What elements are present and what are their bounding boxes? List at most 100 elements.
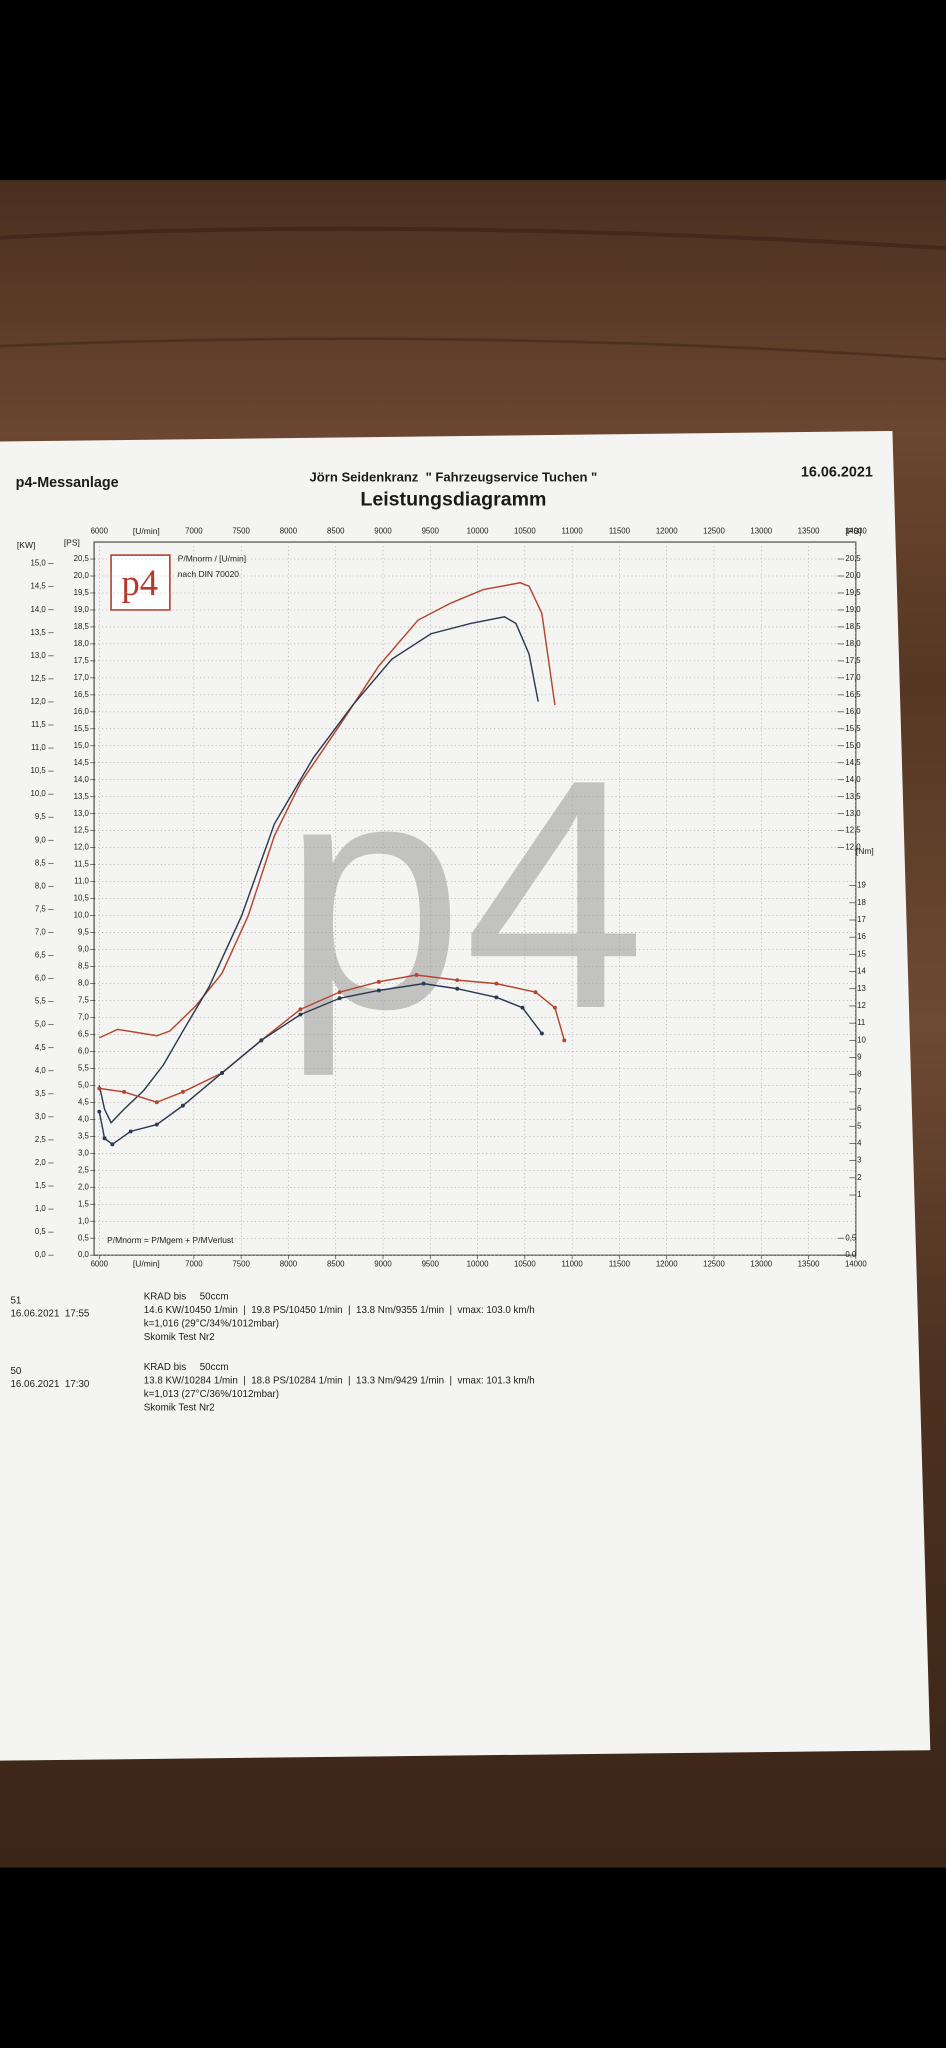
x-tick-label: 14000 xyxy=(845,1259,867,1268)
x-tick-label: 9000 xyxy=(374,527,392,536)
y-tick-label: 12 xyxy=(857,1001,866,1010)
y-tick-label: 2,0 xyxy=(35,1158,47,1167)
y-tick-label: 13,5 xyxy=(74,792,90,801)
wood-grain xyxy=(0,337,946,361)
y-tick-label: 10,5 xyxy=(30,766,46,775)
curve-marker xyxy=(337,996,342,1001)
y-tick-label: 7,0 xyxy=(78,1013,90,1022)
y-tick-label: 13 xyxy=(857,984,866,993)
curve-marker xyxy=(122,1089,127,1094)
curve-marker xyxy=(180,1103,185,1108)
y-tick-label: 17,0 xyxy=(845,673,861,682)
y-tick-label: 1,5 xyxy=(78,1199,90,1208)
y-tick-label: 14,5 xyxy=(30,582,46,591)
curve-marker xyxy=(102,1136,107,1141)
y-tick-label: 18 xyxy=(857,898,866,907)
y-tick-label: 16,5 xyxy=(74,690,90,699)
y-tick-label: 13,0 xyxy=(74,809,90,818)
x-tick-label: 9000 xyxy=(374,1259,392,1268)
curve-marker xyxy=(298,1012,303,1017)
x-tick-label: 13500 xyxy=(798,527,820,536)
y-tick-label: 12,5 xyxy=(845,826,861,835)
curve-marker xyxy=(97,1086,102,1091)
curve xyxy=(98,982,543,1146)
y-tick-label: 17 xyxy=(857,915,866,924)
y-tick-label: 10,5 xyxy=(74,894,90,903)
y-tick-label: 9,5 xyxy=(35,812,47,821)
y-tick-label: 11,0 xyxy=(74,877,89,886)
curve xyxy=(99,582,556,1039)
y-tick-label: 6,5 xyxy=(35,951,47,960)
y-tick-label: 0,0 xyxy=(845,1250,857,1259)
y-tick-label: 15,5 xyxy=(845,724,861,733)
y-tick-label: 17,5 xyxy=(74,656,90,665)
y-tick-label: 19 xyxy=(857,881,866,890)
y-tick-label: 19,0 xyxy=(74,605,90,614)
y-tick-label: 7,5 xyxy=(35,904,47,913)
curve-marker xyxy=(259,1038,264,1043)
run-line: Skomik Test Nr2 xyxy=(144,1402,215,1413)
y-tick-label: 19,5 xyxy=(845,588,861,597)
y-tick-label: 6,5 xyxy=(78,1030,90,1039)
y-tick-label: 15,5 xyxy=(74,724,90,733)
x-tick-label: 11500 xyxy=(609,1259,631,1268)
y-tick-label: 0,0 xyxy=(35,1250,47,1259)
y-tick-label: 3,5 xyxy=(78,1131,90,1140)
curve-marker xyxy=(414,973,419,977)
x-tick-label: 10500 xyxy=(514,1259,536,1268)
y-tick-label: 8,5 xyxy=(78,962,90,971)
y-tick-label: 14,0 xyxy=(845,775,861,784)
curve-marker xyxy=(494,995,499,1000)
y-tick-label: 1 xyxy=(857,1190,861,1199)
y-tick-label: 6,0 xyxy=(35,974,47,983)
y-tick-label: 19,0 xyxy=(845,605,861,614)
y-tick-label: 1,0 xyxy=(78,1216,90,1225)
paper xyxy=(0,431,931,1761)
header-center: Jörn Seidenkranz " Fahrzeugservice Tuche… xyxy=(310,469,598,484)
x-tick-label: 14000 xyxy=(845,527,867,536)
y-tick-label: 15,0 xyxy=(845,741,861,750)
curve-marker xyxy=(154,1100,159,1105)
x-tick-label: 7500 xyxy=(232,1259,250,1268)
y-tick-label: 0,5 xyxy=(35,1227,47,1236)
y-tick-label: 14,0 xyxy=(74,775,90,784)
y-tick-label: 3 xyxy=(857,1156,862,1165)
y-tick-label: 13,5 xyxy=(30,628,46,637)
y-tick-label: 15,0 xyxy=(74,741,90,750)
legend-line: nach DIN 70020 xyxy=(178,569,240,579)
y-tick-label: 19,5 xyxy=(74,588,90,597)
y-tick-label: 16,0 xyxy=(845,707,861,716)
y-tick-label: 8,5 xyxy=(35,858,47,867)
y-tick-label: 15,0 xyxy=(30,559,46,568)
x-tick-label: 9500 xyxy=(422,1259,440,1268)
y-tick-label: 7,0 xyxy=(35,928,47,937)
x-tick-label: 6000 xyxy=(91,1259,109,1268)
header-left: p4-Messanlage xyxy=(16,475,119,491)
curve-marker xyxy=(97,1109,102,1114)
y-tick-label: 10,0 xyxy=(74,911,90,920)
y-tick-label: 18,0 xyxy=(845,639,861,648)
curve-marker xyxy=(455,986,460,991)
y-tick-label: 9,0 xyxy=(78,945,90,954)
y-tick-label: 1,5 xyxy=(35,1181,47,1190)
x-tick-label: 8000 xyxy=(280,1259,298,1268)
y-tick-label: 12,0 xyxy=(74,843,90,852)
x-tick-label: 6000 xyxy=(91,527,109,536)
y-tick-label: 14,5 xyxy=(74,758,90,767)
curve-marker xyxy=(376,988,381,993)
y-tick-label: 6,0 xyxy=(78,1046,90,1055)
x-tick-label: 8000 xyxy=(280,527,298,536)
x-tick-label: 10000 xyxy=(467,1259,489,1268)
x-axis-label: [U/min] xyxy=(133,1259,160,1269)
y-tick-label: 8 xyxy=(857,1070,862,1079)
y-tick-label: 7,5 xyxy=(78,996,90,1005)
y-tick-label: 0,0 xyxy=(78,1250,90,1259)
y-tick-label: 8,0 xyxy=(78,979,90,988)
run-line: k=1,013 (27°C/36%/1012mbar) xyxy=(144,1389,279,1400)
y-tick-label: 11,0 xyxy=(31,743,46,752)
x-tick-label: 13000 xyxy=(750,527,772,536)
run-line: k=1,016 (29°C/34%/1012mbar) xyxy=(144,1318,279,1329)
run-number: 50 xyxy=(10,1366,21,1377)
logo-box xyxy=(110,554,171,611)
